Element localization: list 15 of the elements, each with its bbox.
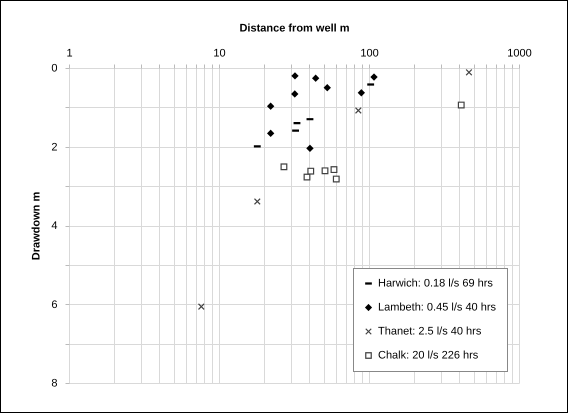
legend-label: Lambeth: 0.45 l/s 40 hrs — [378, 302, 497, 314]
y-tick-label: 2 — [51, 141, 58, 154]
y-axis-title: Drawdown m — [30, 192, 42, 260]
y-tick-label: 4 — [51, 220, 58, 232]
y-tick-label: 8 — [51, 378, 58, 390]
y-tick-label: 0 — [51, 62, 58, 74]
x-tick-label: 10 — [213, 48, 226, 60]
x-axis-title: Distance from well m — [239, 22, 350, 34]
x-tick-label: 1 — [66, 48, 73, 60]
x-tick-label: 1000 — [507, 48, 532, 60]
legend-label: Harwich: 0.18 l/s 69 hrs — [378, 278, 494, 290]
legend-label: Thanet: 2.5 l/s 40 hrs — [378, 326, 482, 338]
x-tick-label: 100 — [360, 48, 379, 60]
legend-label: Chalk: 20 l/s 226 hrs — [378, 350, 479, 362]
y-tick-label: 6 — [51, 298, 58, 311]
